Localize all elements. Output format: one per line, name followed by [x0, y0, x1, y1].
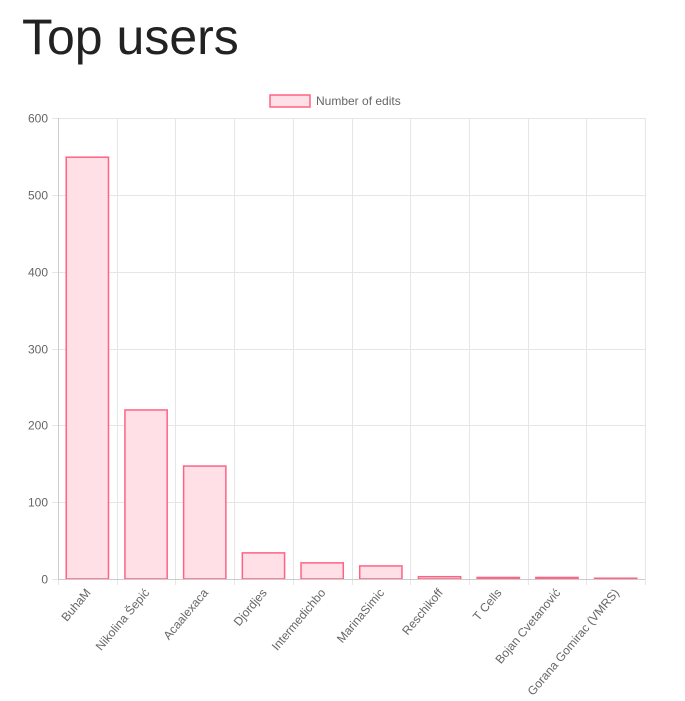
legend-label: Number of edits — [316, 94, 401, 108]
chart-bars — [65, 156, 638, 580]
bar-0[interactable] — [65, 156, 110, 580]
bar-2[interactable] — [182, 465, 227, 580]
y-tick-label: 200 — [28, 419, 48, 433]
y-tick-label: 600 — [28, 112, 48, 126]
x-tick-label: Intermedichbo — [269, 586, 329, 654]
bar-4[interactable] — [300, 562, 345, 580]
bar-5[interactable] — [358, 565, 403, 580]
bar-8[interactable] — [535, 576, 579, 580]
bar-1[interactable] — [124, 409, 168, 580]
bar-7[interactable] — [476, 576, 521, 580]
page-title: Top users — [22, 9, 239, 65]
bar-3[interactable] — [241, 552, 286, 580]
y-tick-label: 500 — [28, 189, 48, 203]
y-axis: 0 100 200 300 400 500 600 — [28, 112, 59, 587]
x-tick-label: T Cells — [470, 586, 505, 623]
bar-6[interactable] — [417, 575, 462, 580]
x-tick-label: Acaalexaca — [160, 586, 211, 643]
x-tick-label: Djordjes — [231, 586, 270, 629]
x-tick-label: BuhaM — [58, 586, 93, 624]
y-tick-label: 0 — [41, 573, 48, 587]
x-tick-label: Reschikoff — [399, 585, 446, 637]
x-tick-label: Nikolina Šepić — [92, 585, 152, 653]
x-axis: BuhaM Nikolina Šepić Acaalexaca Djordjes Int… — [58, 579, 645, 698]
bar-9[interactable] — [593, 577, 638, 580]
x-tick-label: MarinaSimic — [334, 586, 387, 646]
y-tick-label: 300 — [28, 343, 48, 357]
y-tick-label: 400 — [28, 266, 48, 280]
chart-legend[interactable]: Number of edits — [269, 94, 401, 108]
y-tick-label: 100 — [28, 496, 48, 510]
legend-swatch — [269, 94, 311, 108]
